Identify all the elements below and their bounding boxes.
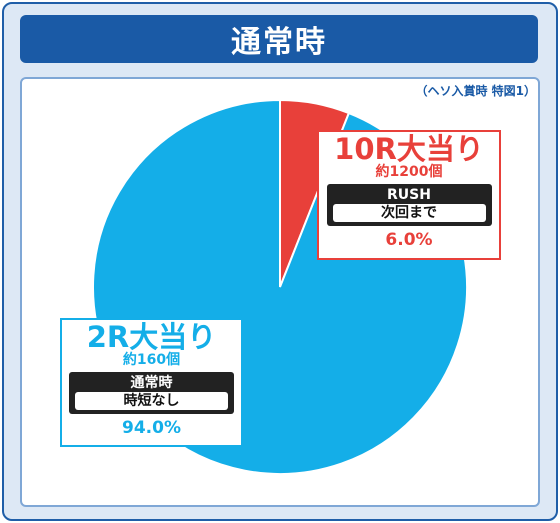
- mode-box-10r: RUSH 次回まで: [326, 184, 492, 226]
- mode-label-10r: RUSH: [387, 187, 431, 203]
- mode-detail-2r: 時短なし: [75, 392, 228, 410]
- slice-count-2r: 約160個: [122, 352, 181, 368]
- slice-label-10r: 10R大当り: [334, 132, 484, 166]
- condition-note: （ヘソ入賞時 特図1）: [415, 84, 536, 98]
- mode-box-2r: 通常時 時短なし: [69, 372, 234, 414]
- slice-count-10r: 約1200個: [375, 164, 443, 180]
- page-title: 通常時: [20, 15, 538, 63]
- mode-detail-10r: 次回まで: [332, 204, 486, 222]
- mode-label-2r: 通常時: [130, 375, 173, 391]
- slice-percent-2r: 94.0%: [122, 418, 181, 438]
- callout-10r: 10R大当り 約1200個 RUSH 次回まで 6.0%: [317, 130, 501, 260]
- slice-percent-10r: 6.0%: [385, 230, 433, 250]
- callout-2r: 2R大当り 約160個 通常時 時短なし 94.0%: [60, 318, 243, 447]
- slice-label-2r: 2R大当り: [86, 320, 217, 354]
